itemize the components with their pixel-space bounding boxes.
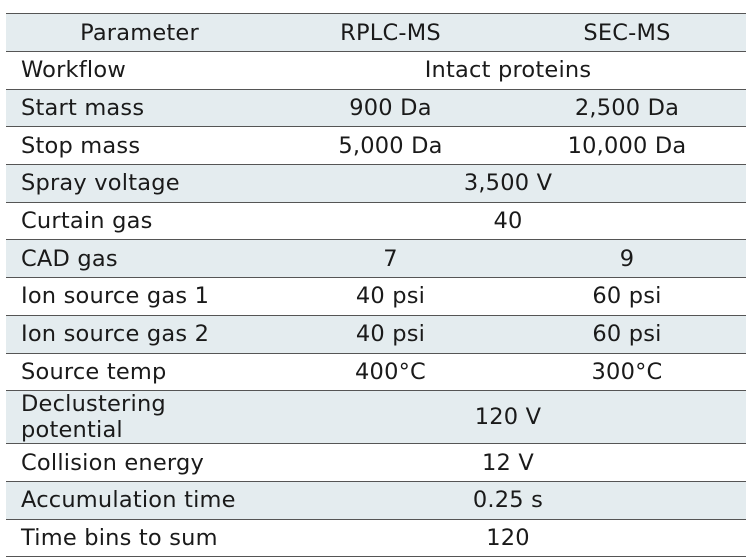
row-value-shared: Intact proteins — [273, 51, 746, 90]
row-label: Accumulation time — [6, 481, 273, 520]
row-value-sec: 60 psi — [508, 277, 746, 316]
table-row: Declustering potential 120 V — [6, 390, 746, 445]
row-value-rplc: 40 psi — [273, 277, 508, 316]
row-value-sec: 300°C — [508, 353, 746, 392]
row-label: Time bins to sum — [6, 519, 273, 557]
table-row: CAD gas 7 9 — [6, 239, 746, 279]
row-label: CAD gas — [6, 239, 273, 279]
row-value-rplc: 400°C — [273, 353, 508, 392]
row-value-shared: 0.25 s — [273, 481, 746, 520]
row-label: Collision energy — [6, 443, 273, 482]
row-value-rplc: 900 Da — [273, 89, 508, 128]
table-row: Ion source gas 1 40 psi 60 psi — [6, 277, 746, 316]
header-sec-ms: SEC-MS — [508, 13, 746, 52]
table-row: Start mass 900 Da 2,500 Da — [6, 89, 746, 128]
table-row: Accumulation time 0.25 s — [6, 481, 746, 520]
header-rplc-ms: RPLC-MS — [273, 13, 508, 52]
header-row: Parameter RPLC-MS SEC-MS — [6, 13, 746, 52]
table-row: Workflow Intact proteins — [6, 51, 746, 90]
table-row: Time bins to sum 120 — [6, 519, 746, 557]
row-value-shared: 120 — [273, 519, 746, 557]
row-label: Spray voltage — [6, 164, 273, 203]
row-label: Declustering potential — [6, 390, 273, 445]
row-label: Stop mass — [6, 126, 273, 166]
row-value-rplc: 7 — [273, 239, 508, 279]
row-label: Workflow — [6, 51, 273, 90]
row-value-sec: 2,500 Da — [508, 89, 746, 128]
row-label: Source temp — [6, 353, 273, 392]
row-label: Ion source gas 1 — [6, 277, 273, 316]
row-value-shared: 12 V — [273, 443, 746, 482]
table-row: Spray voltage 3,500 V — [6, 164, 746, 203]
row-value-sec: 60 psi — [508, 315, 746, 354]
table-row: Collision energy 12 V — [6, 443, 746, 482]
row-value-shared: 40 — [273, 202, 746, 241]
row-label: Ion source gas 2 — [6, 315, 273, 354]
row-value-shared: 3,500 V — [273, 164, 746, 203]
row-label: Curtain gas — [6, 202, 273, 241]
row-value-shared: 120 V — [273, 390, 746, 445]
row-value-rplc: 5,000 Da — [273, 126, 508, 166]
table-row: Source temp 400°C 300°C — [6, 353, 746, 392]
row-label: Start mass — [6, 89, 273, 128]
table-row: Ion source gas 2 40 psi 60 psi — [6, 315, 746, 354]
row-value-sec: 9 — [508, 239, 746, 279]
row-value-rplc: 40 psi — [273, 315, 508, 354]
ms-parameters-table: Parameter RPLC-MS SEC-MS Workflow Intact… — [6, 13, 746, 557]
table-row: Stop mass 5,000 Da 10,000 Da — [6, 126, 746, 166]
header-parameter: Parameter — [6, 13, 273, 52]
row-value-sec: 10,000 Da — [508, 126, 746, 166]
table-row: Curtain gas 40 — [6, 202, 746, 241]
